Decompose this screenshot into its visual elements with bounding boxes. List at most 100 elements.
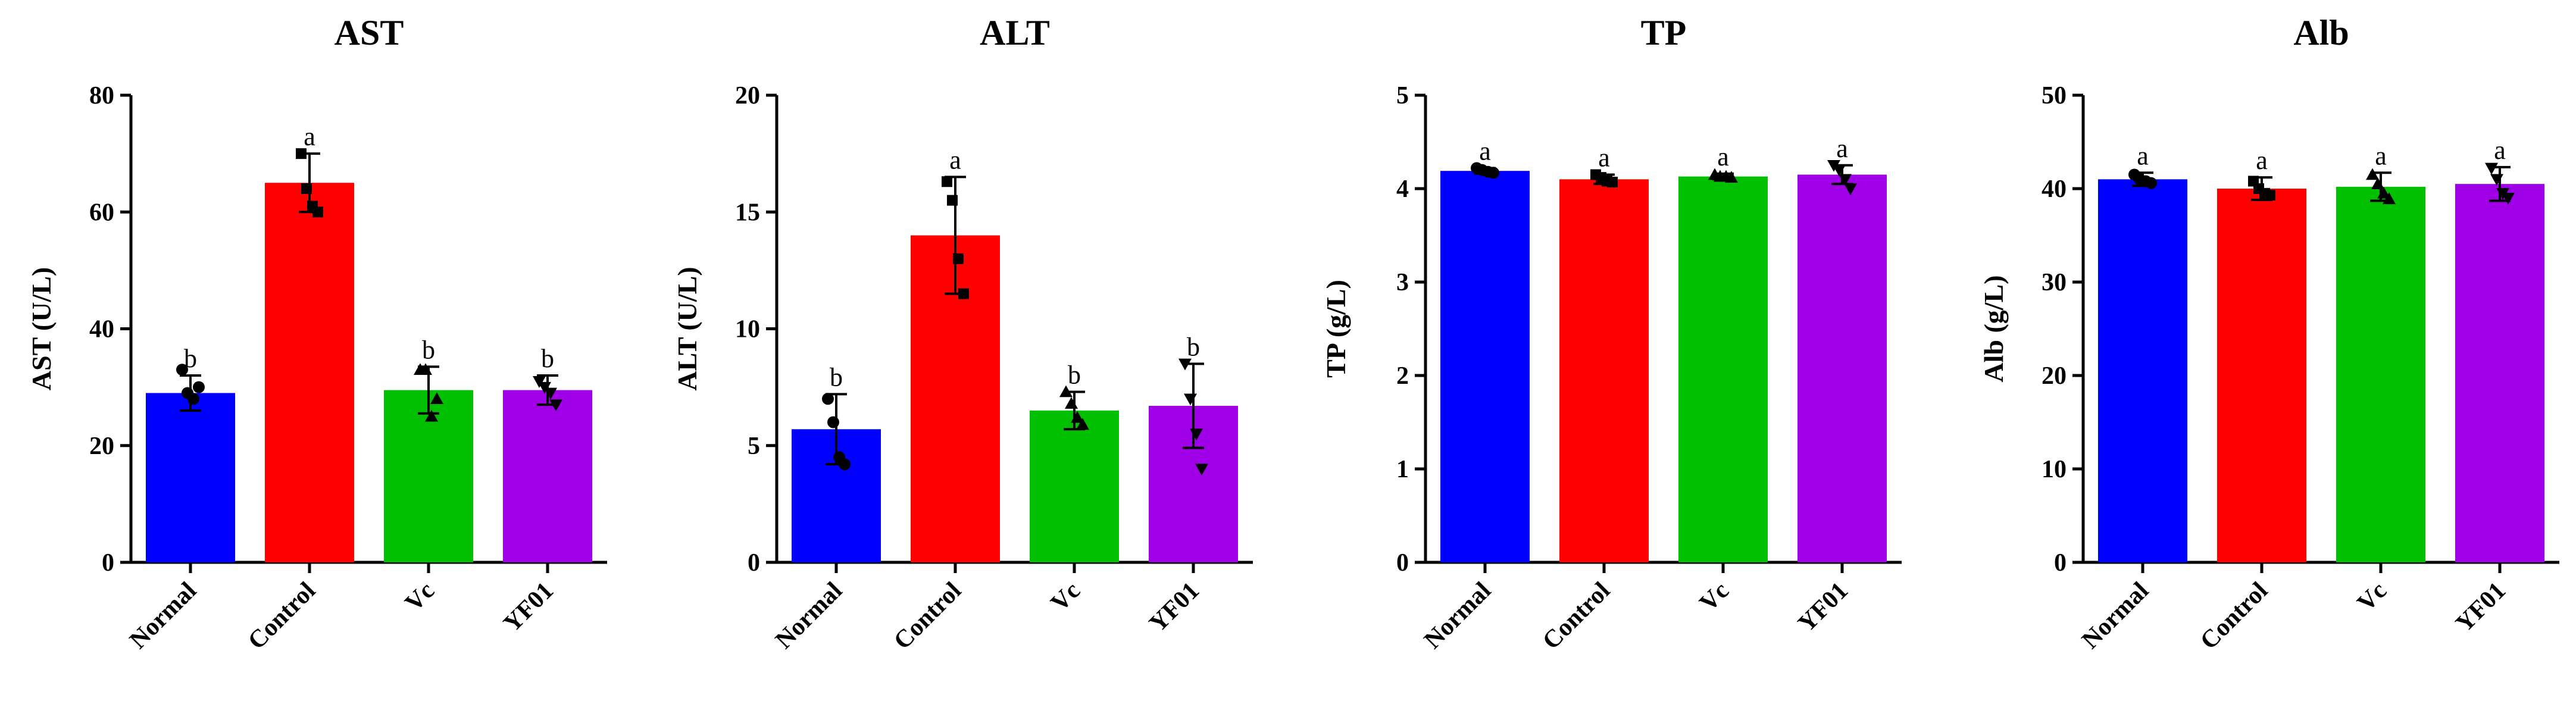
data-point [296, 148, 307, 159]
bar-Vc [2336, 186, 2425, 562]
chart-title: TP [1641, 13, 1687, 52]
bar-Normal [146, 393, 235, 562]
x-category-label: Control [1537, 577, 1615, 655]
data-point [1725, 171, 1738, 183]
data-point [193, 381, 205, 393]
bar-YF01 [1797, 174, 1887, 562]
y-tick-label: 5 [1396, 82, 1409, 109]
y-tick-label: 40 [89, 316, 114, 343]
data-point [839, 458, 851, 471]
data-point [301, 183, 312, 194]
x-category-label: YF01 [2450, 577, 2511, 638]
data-point [1607, 177, 1618, 188]
y-tick-label: 0 [748, 549, 760, 577]
significance-letter: a [2256, 146, 2268, 175]
chart-title: ALT [980, 13, 1050, 52]
data-point [942, 176, 952, 187]
significance-letter: a [949, 145, 961, 174]
data-point [2485, 162, 2498, 175]
data-point [544, 387, 557, 400]
x-category-label: Normal [1419, 577, 1496, 655]
y-tick-label: 20 [735, 82, 760, 109]
y-axis-label: ALT (U/L) [672, 267, 702, 390]
y-tick-label: 0 [1396, 549, 1409, 577]
y-tick-label: 20 [2042, 362, 2067, 390]
y-tick-label: 60 [89, 199, 114, 226]
x-category-label: Vc [2352, 577, 2392, 617]
x-category-label: Control [243, 577, 321, 655]
x-category-label: Normal [770, 577, 848, 655]
y-tick-label: 80 [89, 82, 114, 109]
y-tick-label: 5 [748, 433, 760, 460]
y-tick-label: 30 [2042, 269, 2067, 296]
significance-letter: a [2137, 141, 2149, 170]
x-category-label: YF01 [1144, 577, 1205, 638]
significance-letter: a [2375, 141, 2387, 170]
data-point [1178, 358, 1192, 371]
chart-panel-1: ALT ALT (U/L) 0 5 10 15 20 b Normal a Control b Vc b Y… [672, 13, 1253, 655]
x-category-label: Control [2195, 577, 2273, 655]
significance-letter: b [184, 344, 197, 373]
significance-letter: a [1479, 136, 1491, 165]
significance-letter: a [1717, 142, 1729, 171]
data-point [2265, 189, 2275, 201]
significance-letter: a [2494, 136, 2506, 165]
data-point [1076, 418, 1089, 430]
data-point [1190, 428, 1203, 441]
bar-Normal [2098, 179, 2187, 562]
chart-title: AST [334, 13, 404, 52]
y-tick-label: 15 [735, 199, 760, 226]
data-point [1195, 464, 1208, 475]
data-point [2377, 186, 2390, 199]
y-tick-label: 10 [2042, 456, 2067, 483]
chart-panel-3: Alb Alb (g/L) 0 10 20 30 40 50 a Normal a Control a V… [1978, 13, 2559, 655]
data-point [312, 206, 323, 218]
data-point [1065, 397, 1078, 409]
data-point [827, 416, 839, 428]
data-point [176, 364, 188, 376]
bar-Normal [1440, 171, 1530, 562]
bar-Control [265, 183, 354, 562]
data-point [2383, 192, 2396, 205]
data-point [1487, 167, 1499, 179]
data-point [425, 409, 438, 422]
data-point [187, 393, 199, 405]
bar-Vc [1030, 410, 1119, 562]
y-tick-label: 0 [2054, 549, 2067, 577]
data-point [1833, 164, 1846, 177]
y-axis-label: Alb (g/L) [1978, 275, 2009, 382]
x-category-label: Control [889, 577, 967, 655]
chart-panel-0: AST AST (U/L) 0 20 40 60 80 b Normal a Control b Vc b… [26, 13, 607, 655]
y-tick-label: 20 [89, 433, 114, 460]
data-point [419, 363, 432, 375]
data-point [1844, 183, 1857, 195]
significance-letter: b [1068, 360, 1081, 389]
bar-Vc [1678, 176, 1768, 563]
data-point [1059, 385, 1073, 398]
data-point [2145, 177, 2157, 189]
y-tick-label: 1 [1396, 456, 1409, 483]
x-category-label: Normal [2077, 577, 2154, 655]
data-point [549, 399, 562, 412]
significance-letter: b [422, 335, 435, 364]
bar-YF01 [2455, 184, 2544, 562]
data-point [822, 393, 834, 405]
data-point [1184, 393, 1197, 406]
significance-letter: a [1836, 134, 1848, 163]
y-tick-label: 3 [1396, 269, 1409, 296]
x-category-label: Vc [1695, 577, 1734, 617]
chart-title: Alb [2293, 13, 2349, 52]
bar-Control [2217, 189, 2306, 562]
bar-YF01 [503, 390, 592, 562]
y-axis-label: AST (U/L) [26, 267, 57, 390]
y-tick-label: 2 [1396, 362, 1409, 390]
data-point [2371, 177, 2384, 189]
significance-letter: b [1187, 332, 1200, 361]
chart-panel-2: TP TP (g/L) 0 1 2 3 4 5 a Normal a Control a Vc a YF01 [1321, 13, 1902, 655]
y-tick-label: 10 [735, 316, 760, 343]
y-tick-label: 50 [2042, 82, 2067, 109]
significance-letter: a [304, 122, 315, 151]
significance-letter: a [1598, 143, 1610, 172]
x-category-label: YF01 [498, 577, 559, 638]
